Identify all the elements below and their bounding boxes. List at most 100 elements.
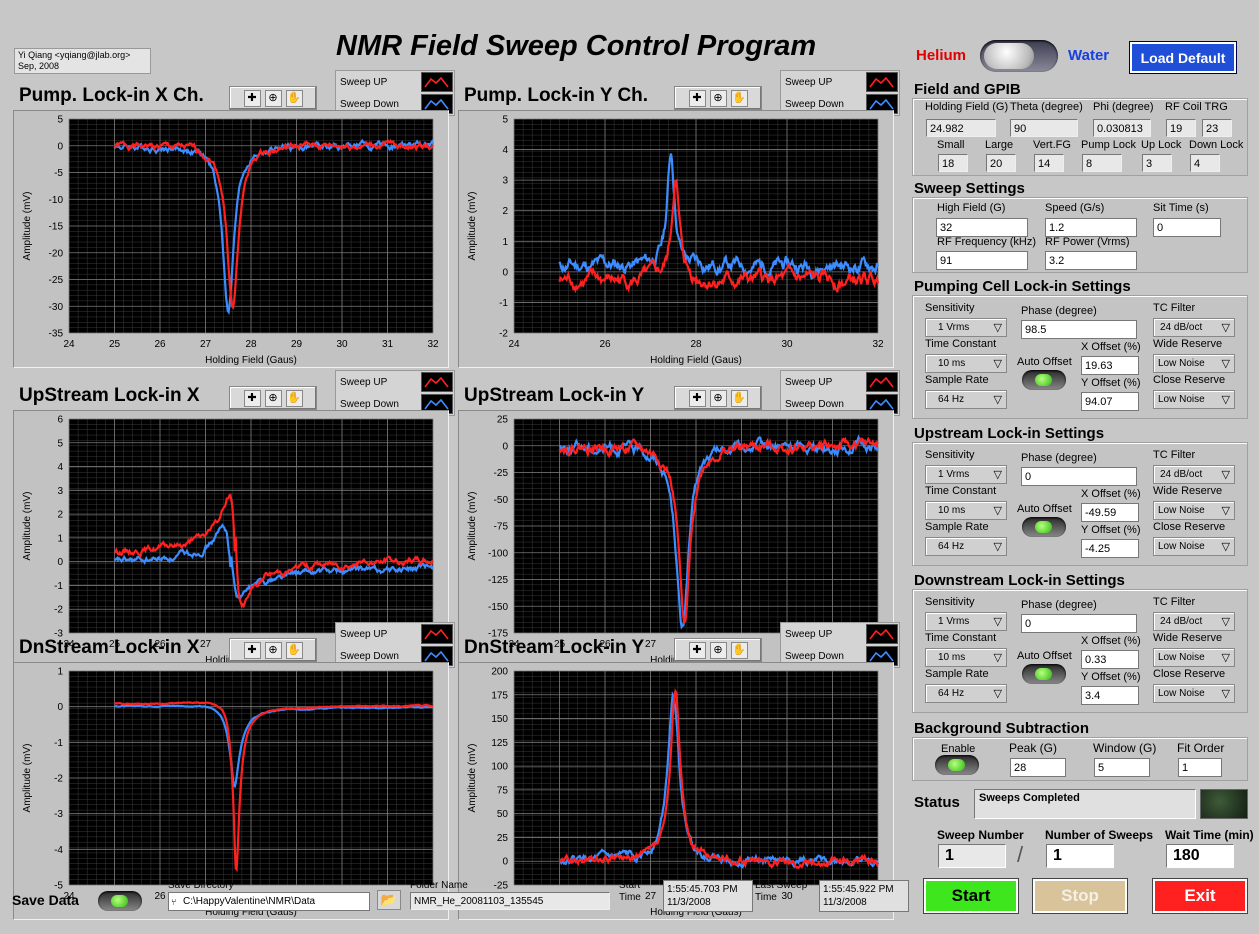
peak-input[interactable]: 28 <box>1010 758 1066 777</box>
cursor-move-icon[interactable]: ✚ <box>688 389 706 407</box>
status-text: Sweeps Completed <box>974 789 1196 819</box>
graph-palette[interactable]: ✚ ⊕ ✋ <box>229 86 317 110</box>
time-constant-select[interactable]: 10 ms <box>925 501 1007 520</box>
theta-value: 90 <box>1010 119 1078 137</box>
series-line-sweep-down <box>113 523 434 601</box>
y-axis-label: Amplitude (mV) <box>467 744 478 813</box>
fit-order-input[interactable]: 1 <box>1178 758 1222 777</box>
cursor-move-icon[interactable]: ✚ <box>243 641 261 659</box>
sensitivity-select[interactable]: 1 Vrms <box>925 465 1007 484</box>
lockin-section-title: Pumping Cell Lock-in Settings <box>914 278 1131 295</box>
folder-browse-icon[interactable]: 📂 <box>377 890 401 910</box>
zoom-icon[interactable]: ⊕ <box>709 389 727 407</box>
auto-offset-button[interactable] <box>1022 664 1066 684</box>
phase-input[interactable]: 98.5 <box>1021 320 1137 339</box>
sit-time-input[interactable]: 0 <box>1153 218 1221 237</box>
y-tick-label: 6 <box>57 415 63 426</box>
chart-svg[interactable]: 24 25 26 27 28 29 30 31 32 5 0 -5 -10 -15 -20 -25 -30 -35… <box>14 111 450 369</box>
exit-button[interactable]: Exit <box>1152 878 1248 914</box>
pan-hand-icon[interactable]: ✋ <box>285 89 303 107</box>
graph-palette[interactable]: ✚ ⊕ ✋ <box>674 86 762 110</box>
x-tick-label: 27 <box>645 891 657 902</box>
zoom-icon[interactable]: ⊕ <box>264 389 282 407</box>
chart-svg[interactable]: 2425262728293031322001751501251007550250… <box>459 663 895 921</box>
y-tick-label: 0 <box>57 702 63 713</box>
load-default-button[interactable]: Load Default <box>1129 41 1237 74</box>
zoom-icon[interactable]: ⊕ <box>709 89 727 107</box>
cursor-move-icon[interactable]: ✚ <box>243 389 261 407</box>
sample-rate-select[interactable]: 64 Hz <box>925 537 1007 556</box>
close-reserve-label: Close Reserve <box>1153 521 1226 533</box>
helium-water-switch[interactable] <box>980 40 1058 72</box>
graph-palette[interactable]: ✚ ⊕ ✋ <box>674 386 762 410</box>
cursor-move-icon[interactable]: ✚ <box>243 89 261 107</box>
close-reserve-select[interactable]: Low Noise <box>1153 537 1235 556</box>
wait-time-input[interactable]: 180 <box>1166 844 1234 868</box>
wide-reserve-select[interactable]: Low Noise <box>1153 648 1235 667</box>
time-constant-select[interactable]: 10 ms <box>925 354 1007 373</box>
x-tick-label: 30 <box>336 339 348 350</box>
window-input[interactable]: 5 <box>1094 758 1150 777</box>
zoom-icon[interactable]: ⊕ <box>264 641 282 659</box>
auto-offset-button[interactable] <box>1022 517 1066 537</box>
graph-legend: Sweep UP Sweep Down <box>335 370 455 416</box>
y-offset-input[interactable]: -4.25 <box>1081 539 1139 558</box>
x-tick-label: 26 <box>154 639 166 650</box>
graph-palette[interactable]: ✚ ⊕ ✋ <box>674 638 762 662</box>
tc-filter-select[interactable]: 24 dB/oct <box>1153 465 1235 484</box>
x-offset-input[interactable]: -49.59 <box>1081 503 1139 522</box>
save-directory-input[interactable]: ⑂ C:\HappyValentine\NMR\Data <box>168 892 370 911</box>
graph-palette[interactable]: ✚ ⊕ ✋ <box>229 386 317 410</box>
x-tick-label: 28 <box>690 339 702 350</box>
x-offset-input[interactable]: 0.33 <box>1081 650 1139 669</box>
cursor-move-icon[interactable]: ✚ <box>688 89 706 107</box>
y-axis-label: Amplitude (mV) <box>22 492 33 561</box>
sensitivity-select[interactable]: 1 Vrms <box>925 612 1007 631</box>
close-reserve-select[interactable]: Low Noise <box>1153 390 1235 409</box>
tc-filter-select[interactable]: 24 dB/oct <box>1153 318 1235 337</box>
high-field-input[interactable]: 32 <box>936 218 1028 237</box>
wide-reserve-select[interactable]: Low Noise <box>1153 354 1235 373</box>
sample-rate-select[interactable]: 64 Hz <box>925 390 1007 409</box>
tc-filter-select[interactable]: 24 dB/oct <box>1153 612 1235 631</box>
pan-hand-icon[interactable]: ✋ <box>730 641 748 659</box>
cursor-move-icon[interactable]: ✚ <box>688 641 706 659</box>
close-reserve-select[interactable]: Low Noise <box>1153 684 1235 703</box>
x-offset-input[interactable]: 19.63 <box>1081 356 1139 375</box>
graph-palette[interactable]: ✚ ⊕ ✋ <box>229 638 317 662</box>
start-button[interactable]: Start <box>923 878 1019 914</box>
phase-label: Phase (degree) <box>1021 305 1097 317</box>
auto-offset-button[interactable] <box>1022 370 1066 390</box>
num-sweeps-input[interactable]: 1 <box>1046 844 1114 868</box>
y-tick-label: 4 <box>502 145 508 156</box>
stop-button[interactable]: Stop <box>1032 878 1128 914</box>
save-data-toggle[interactable] <box>98 891 142 911</box>
pan-hand-icon[interactable]: ✋ <box>285 641 303 659</box>
speed-input[interactable]: 1.2 <box>1045 218 1137 237</box>
pan-hand-icon[interactable]: ✋ <box>285 389 303 407</box>
rf-power-input[interactable]: 3.2 <box>1045 251 1137 270</box>
rf-frequency-input[interactable]: 91 <box>936 251 1028 270</box>
x-offset-label: X Offset (%) <box>1081 488 1141 500</box>
y-offset-input[interactable]: 3.4 <box>1081 686 1139 705</box>
sensitivity-select[interactable]: 1 Vrms <box>925 318 1007 337</box>
zoom-icon[interactable]: ⊕ <box>709 641 727 659</box>
chart-svg[interactable]: 242526272829303132250-25-50-75-100-125-1… <box>459 411 895 669</box>
holding-field-value: 24.982 <box>926 119 996 137</box>
y-tick-label: -25 <box>49 275 64 286</box>
y-tick-label: 5 <box>57 438 63 449</box>
wide-reserve-select[interactable]: Low Noise <box>1153 501 1235 520</box>
phase-input[interactable]: 0 <box>1021 467 1137 486</box>
phase-input[interactable]: 0 <box>1021 614 1137 633</box>
time-constant-select[interactable]: 10 ms <box>925 648 1007 667</box>
pan-hand-icon[interactable]: ✋ <box>730 89 748 107</box>
sample-rate-select[interactable]: 64 Hz <box>925 684 1007 703</box>
y-offset-input[interactable]: 94.07 <box>1081 392 1139 411</box>
zoom-icon[interactable]: ⊕ <box>264 89 282 107</box>
enable-toggle[interactable] <box>935 755 979 775</box>
pan-hand-icon[interactable]: ✋ <box>730 389 748 407</box>
